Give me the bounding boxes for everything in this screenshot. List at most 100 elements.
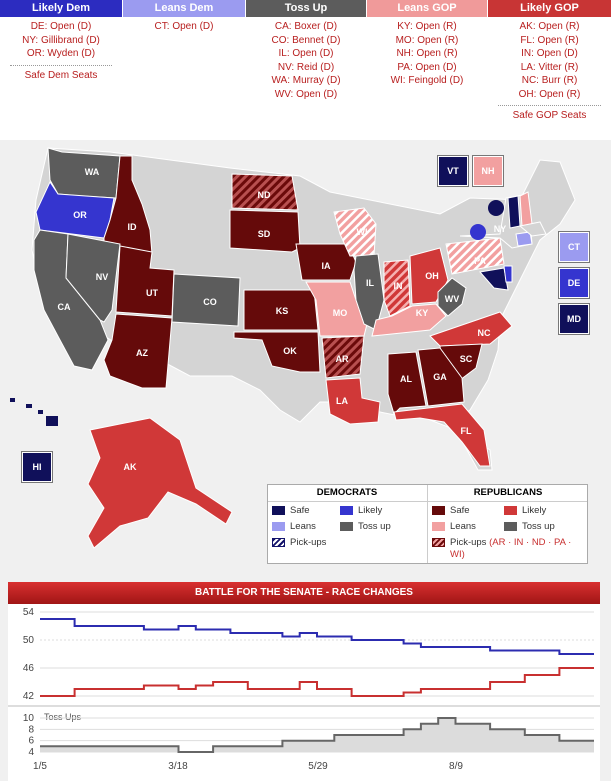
race-item[interactable]: CA: Boxer (D) — [274, 21, 338, 32]
state-ct[interactable] — [515, 231, 533, 247]
state-box-vt[interactable]: VT — [437, 155, 469, 187]
state-box-nh[interactable]: NH — [472, 155, 504, 187]
state-pa[interactable] — [445, 237, 505, 275]
lower-y-tick-label: 10 — [23, 713, 35, 724]
label-ut: UT — [146, 288, 158, 298]
state-nc[interactable] — [429, 311, 513, 347]
legend-gop-header: REPUBLICANS — [473, 487, 543, 498]
race-item[interactable]: FL: Open (R) — [520, 34, 579, 46]
state-co[interactable] — [171, 273, 241, 327]
race-item[interactable]: DE: Open (D) — [30, 21, 92, 32]
category-header: Leans Dem — [123, 0, 245, 17]
race-item[interactable]: IN: Open (D) — [521, 48, 578, 59]
category-likely-gop: Likely GOP AK: Open (R) FL: Open (R) IN:… — [488, 0, 611, 140]
state-az[interactable] — [103, 313, 173, 389]
label-fl: FL — [461, 426, 472, 436]
race-item[interactable]: WA: Murray (D) — [271, 75, 341, 86]
race-item[interactable]: CO: Bennet (D) — [271, 34, 341, 46]
upper-series-line-0 — [40, 618, 594, 655]
state-vt[interactable] — [507, 195, 521, 229]
legend-dem-header: DEMOCRATS — [316, 487, 378, 498]
legend-divider — [427, 485, 428, 563]
x-tick-label: 1/5 — [33, 761, 47, 772]
safe-gop-seats-link[interactable]: Safe GOP Seats — [512, 110, 587, 121]
map-legend: DEMOCRATS REPUBLICANS Safe Likely Leans … — [267, 484, 588, 564]
race-item[interactable]: MO: Open (R) — [395, 34, 459, 46]
state-box-ct[interactable]: CT — [558, 231, 590, 263]
race-item[interactable]: NV: Reid (D) — [277, 61, 335, 73]
lower-y-tick-label: 6 — [28, 736, 34, 747]
race-item[interactable]: PA: Open (D) — [397, 61, 457, 73]
upper-y-tick-label: 42 — [23, 691, 35, 702]
race-item[interactable]: NC: Burr (R) — [521, 75, 578, 86]
legend-gop-leans: Leans — [432, 521, 476, 532]
state-de[interactable] — [503, 265, 513, 283]
label-la: LA — [336, 396, 348, 406]
race-item[interactable]: CT: Open (D) — [154, 21, 214, 32]
state-marker-ny[interactable] — [488, 200, 504, 216]
state-ia[interactable] — [295, 243, 357, 281]
upper-series-line-1 — [40, 667, 594, 697]
state-ky[interactable] — [371, 303, 447, 337]
state-box-md[interactable]: MD — [558, 303, 590, 335]
category-header: Likely Dem — [0, 0, 122, 17]
state-nd[interactable] — [231, 173, 299, 211]
state-box-hi[interactable]: HI — [21, 451, 53, 483]
label-sd: SD — [258, 229, 271, 239]
race-item[interactable]: OH: Open (R) — [518, 88, 581, 100]
race-changes-panel: BATTLE FOR THE SENATE - RACE CHANGES 54 5… — [8, 582, 600, 781]
race-item[interactable]: WV: Open (D) — [274, 88, 338, 100]
race-item[interactable]: KY: Open (R) — [397, 21, 457, 32]
legend-dem-likely: Likely — [340, 505, 382, 516]
lower-y-tick-label: 4 — [28, 747, 34, 758]
state-fl[interactable] — [393, 403, 491, 467]
state-la[interactable] — [325, 377, 381, 425]
divider — [498, 105, 601, 106]
race-item[interactable]: OR: Wyden (D) — [26, 48, 96, 59]
state-al[interactable] — [387, 351, 427, 415]
state-ok[interactable] — [233, 331, 321, 373]
state-ak[interactable] — [87, 417, 233, 549]
race-item[interactable]: WI: Feingold (D) — [390, 75, 464, 86]
state-ga[interactable] — [417, 347, 465, 407]
label-sc: SC — [460, 354, 473, 364]
state-md[interactable] — [479, 267, 509, 291]
state-wv[interactable] — [437, 277, 467, 317]
divider — [10, 64, 112, 66]
label-az: AZ — [136, 348, 148, 358]
category-likely-dem: Likely Dem DE: Open (D) NY: Gillibrand (… — [0, 0, 122, 140]
state-in[interactable] — [383, 259, 411, 317]
state-marker-ct-area[interactable] — [470, 224, 486, 240]
safe-dem-seats-link[interactable]: Safe Dem Seats — [24, 69, 98, 81]
legend-gop-pickups: Pick-ups (AR · IN · ND · PA · WI) — [432, 537, 584, 561]
category-leans-dem: Leans Dem CT: Open (D) — [123, 0, 245, 140]
category-header: Leans GOP — [367, 0, 487, 17]
state-sd[interactable] — [229, 209, 301, 253]
lower-series-line-0 — [40, 717, 594, 753]
state-ks[interactable] — [243, 289, 319, 331]
state-mo[interactable] — [305, 281, 369, 337]
race-item[interactable]: NY: Gillibrand (D) — [22, 34, 100, 46]
label-id: ID — [128, 222, 138, 232]
upper-grid — [40, 611, 594, 697]
legend-dem-pickups: Pick-ups — [272, 537, 326, 548]
legend-tossup: Toss up — [340, 521, 391, 532]
label-ok: OK — [283, 346, 297, 356]
x-tick-label: 8/9 — [449, 761, 463, 772]
state-hi-islands[interactable] — [10, 398, 58, 426]
race-item[interactable]: NH: Open (R) — [396, 48, 458, 59]
label-mo: MO — [333, 308, 348, 318]
race-item[interactable]: AK: Open (R) — [519, 21, 580, 32]
state-box-de[interactable]: DE — [558, 267, 590, 299]
tossups-label: Toss Ups — [44, 712, 82, 722]
race-item[interactable]: IL: Open (D) — [278, 48, 334, 59]
label-pa: PA — [474, 256, 486, 266]
state-ar[interactable] — [321, 335, 365, 379]
state-ut[interactable] — [115, 245, 175, 317]
state-il[interactable] — [353, 253, 385, 331]
legend-header-rule — [268, 501, 587, 502]
x-tick-label: 3/18 — [168, 761, 188, 772]
race-item[interactable]: LA: Vitter (R) — [520, 61, 579, 73]
state-nv[interactable] — [65, 233, 121, 323]
